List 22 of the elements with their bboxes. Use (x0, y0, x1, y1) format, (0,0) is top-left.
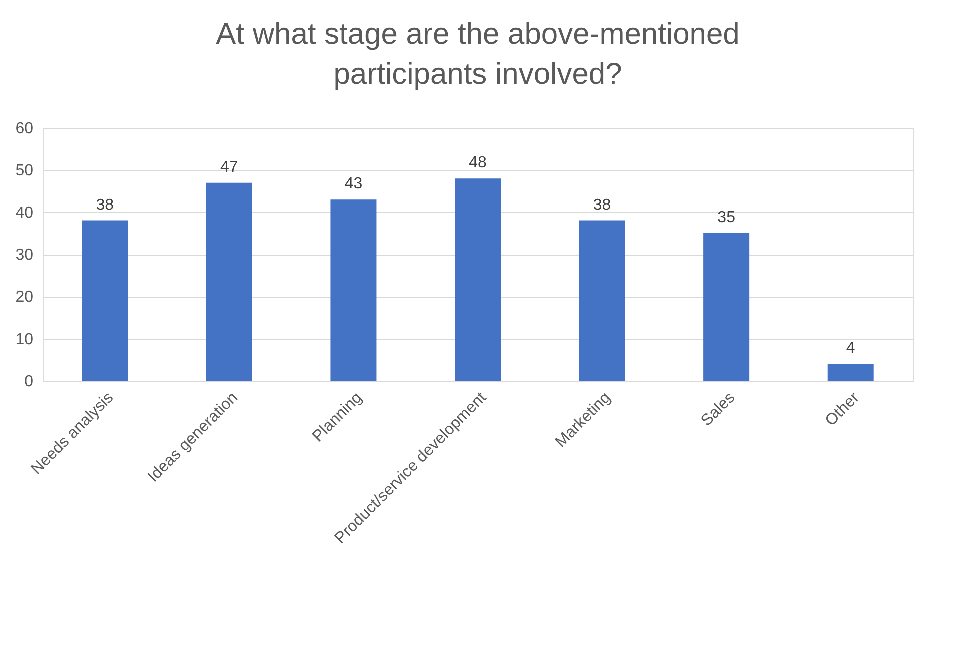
bar (330, 200, 377, 381)
data-label: 38 (593, 196, 612, 214)
bar (828, 364, 874, 381)
bar (82, 220, 128, 381)
bar (455, 178, 501, 381)
data-label: 35 (718, 209, 736, 226)
y-tick-label: 0 (24, 374, 34, 390)
y-tick-label: 30 (16, 247, 34, 264)
bar (704, 233, 750, 381)
bar (579, 220, 626, 381)
y-tick-label: 10 (16, 331, 34, 348)
y-tick-label: 40 (16, 204, 34, 222)
data-label: 38 (96, 196, 114, 214)
y-tick-label: 50 (16, 162, 34, 180)
chart-title: At what stage are the above-mentioned participants involved? (216, 18, 740, 91)
data-label: 48 (469, 154, 487, 172)
data-label: 4 (846, 340, 856, 358)
data-label: 43 (344, 176, 363, 193)
bar (206, 182, 252, 381)
y-tick-label: 20 (16, 289, 34, 306)
y-tick-label: 60 (16, 120, 34, 138)
data-label: 47 (220, 158, 238, 176)
